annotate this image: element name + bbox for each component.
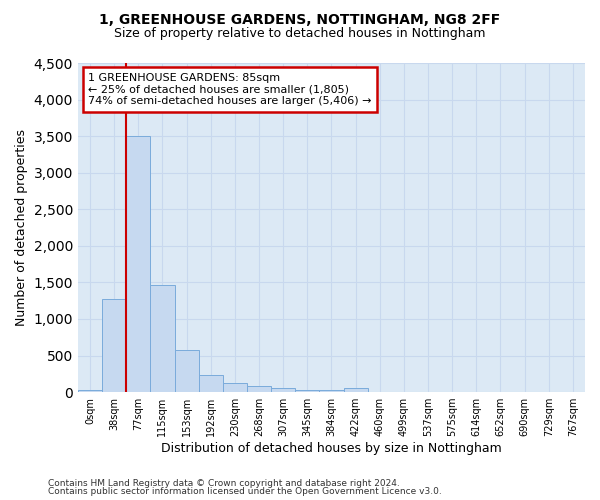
Bar xyxy=(102,299,126,392)
Y-axis label: Number of detached properties: Number of detached properties xyxy=(15,129,28,326)
Bar xyxy=(175,350,199,392)
Bar xyxy=(247,386,271,392)
Bar xyxy=(344,388,368,392)
Bar xyxy=(223,382,247,392)
Bar xyxy=(295,390,319,392)
Bar xyxy=(271,388,295,392)
Text: Contains HM Land Registry data © Crown copyright and database right 2024.: Contains HM Land Registry data © Crown c… xyxy=(48,478,400,488)
X-axis label: Distribution of detached houses by size in Nottingham: Distribution of detached houses by size … xyxy=(161,442,502,455)
Bar xyxy=(319,390,344,392)
Text: Size of property relative to detached houses in Nottingham: Size of property relative to detached ho… xyxy=(114,28,486,40)
Text: 1, GREENHOUSE GARDENS, NOTTINGHAM, NG8 2FF: 1, GREENHOUSE GARDENS, NOTTINGHAM, NG8 2… xyxy=(100,12,500,26)
Bar xyxy=(199,374,223,392)
Bar xyxy=(78,390,102,392)
Text: 1 GREENHOUSE GARDENS: 85sqm
← 25% of detached houses are smaller (1,805)
74% of : 1 GREENHOUSE GARDENS: 85sqm ← 25% of det… xyxy=(88,73,371,106)
Text: Contains public sector information licensed under the Open Government Licence v3: Contains public sector information licen… xyxy=(48,488,442,496)
Bar xyxy=(126,136,151,392)
Bar xyxy=(151,284,175,392)
